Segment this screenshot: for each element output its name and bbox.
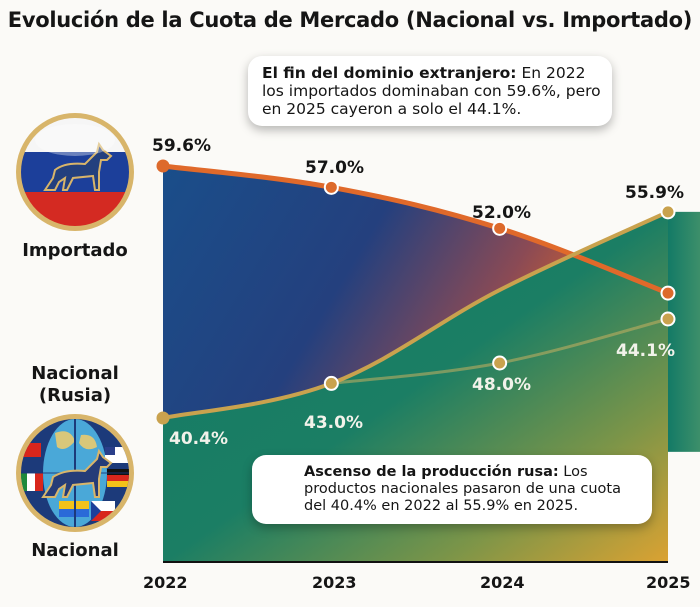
right-edge-band: [668, 211, 700, 452]
imported-legend-label: Importado: [22, 240, 128, 261]
data-label-national-2022: 40.4%: [169, 429, 228, 449]
national-point-2024: [492, 355, 508, 371]
x-tick-2024: 2024: [480, 573, 525, 592]
national-point-2025: [660, 204, 676, 220]
data-label-national-2023: 43.0%: [304, 413, 363, 433]
data-label-imported-2024: 52.0%: [472, 203, 531, 223]
national-heading-line2: (Rusia): [38, 385, 112, 406]
chart-title: Evolución de la Cuota de Mercado (Nacion…: [7, 8, 693, 32]
imported-callout-text: En 2022 los importados dominaban con 59.…: [262, 64, 601, 118]
national-callout-text: Los productos nacionales pasaron de una …: [304, 464, 621, 514]
imported-area: [163, 166, 668, 418]
data-label-imported-2025: 44.1%: [616, 341, 675, 361]
imported-badge: [15, 112, 135, 232]
national-badge: [15, 413, 135, 533]
imported-line: [162, 163, 669, 296]
imported-callout: El fin del dominio extranjero: En 2022 l…: [248, 56, 612, 126]
national-callout: Ascenso de la producción rusa: Los produ…: [252, 455, 652, 524]
national-legend-label: Nacional: [31, 540, 119, 561]
imported-point-2023: [323, 179, 339, 195]
national-line: [162, 210, 669, 420]
data-label-national-2025: 55.9%: [625, 183, 684, 203]
imported-point-2025: [660, 285, 676, 301]
data-label-imported-2023: 57.0%: [305, 158, 364, 178]
data-label-national-2024: 48.0%: [472, 375, 531, 395]
data-label-imported-2022: 59.6%: [152, 136, 211, 156]
russian-flag-dog-badge-icon: [16, 113, 134, 231]
x-tick-2022: 2022: [143, 573, 188, 592]
national-heading: Nacional (Rusia): [0, 363, 155, 407]
national-callout-heading: Ascenso de la producción rusa:: [304, 464, 559, 480]
imported-point-2022: [156, 159, 170, 173]
national-heading-line1: Nacional: [31, 363, 119, 384]
imported-point-2024: [492, 220, 508, 236]
x-tick-2023: 2023: [312, 573, 357, 592]
national-point-2023: [323, 375, 339, 391]
imported-callout-heading: El fin del dominio extranjero:: [262, 64, 517, 82]
globe-flags-dog-badge-icon: [16, 414, 134, 532]
x-tick-2025: 2025: [646, 573, 691, 592]
national-point-2022: [156, 411, 170, 425]
national-point-2025-trend: [660, 311, 676, 327]
